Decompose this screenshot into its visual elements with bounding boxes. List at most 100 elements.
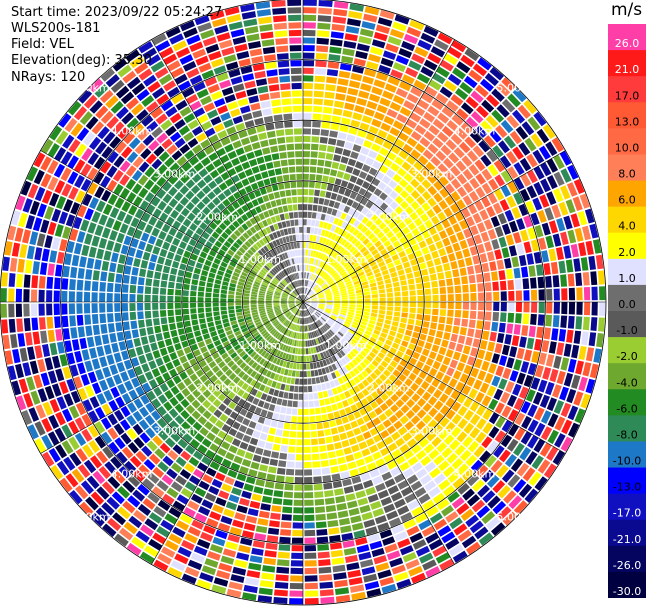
gate-cell (266, 307, 273, 310)
gate-cell (417, 39, 432, 51)
gate-cell (176, 156, 188, 167)
gate-cell (516, 372, 526, 385)
gate-cell (399, 106, 412, 117)
gate-cell (145, 352, 154, 362)
gate-cell (237, 389, 245, 397)
gate-cell (315, 277, 321, 283)
gate-cell (263, 352, 270, 359)
gate-cell (293, 211, 299, 219)
gate-cell (299, 242, 303, 248)
gate-cell (483, 272, 491, 282)
gate-cell (37, 203, 47, 218)
gate-cell (258, 306, 265, 309)
gate-cell (19, 347, 28, 362)
gate-cell (303, 297, 309, 302)
gate-cell (63, 199, 74, 213)
gate-cell (325, 322, 331, 329)
gate-cell (147, 472, 160, 484)
gate-cell (36, 233, 46, 247)
gate-cell (365, 526, 378, 536)
gate-cell (312, 468, 322, 476)
gate-cell (245, 577, 259, 586)
gate-cell (266, 535, 279, 543)
gate-cell (328, 138, 337, 146)
gate-cell (129, 55, 145, 69)
gate-cell (450, 333, 458, 343)
gate-cell (508, 495, 523, 510)
gate-cell (321, 383, 327, 391)
gate-cell (164, 156, 175, 168)
gate-cell (242, 392, 250, 400)
gate-cell (387, 460, 398, 470)
gate-cell (156, 132, 168, 144)
gate-cell (185, 244, 194, 253)
gate-cell (288, 298, 295, 301)
gate-cell (337, 236, 344, 244)
colorbar-bin (608, 493, 646, 521)
gate-cell (498, 270, 506, 281)
gate-cell (476, 222, 486, 233)
gate-cell (530, 277, 537, 289)
gate-cell (144, 179, 155, 191)
gate-cell (270, 420, 278, 428)
gate-cell (340, 239, 347, 246)
gate-cell (357, 298, 363, 302)
gate-cell (153, 559, 169, 572)
gate-cell (243, 310, 251, 315)
gate-cell (157, 164, 168, 175)
gate-cell (324, 255, 329, 262)
gate-cell (163, 205, 173, 215)
gate-cell (419, 333, 427, 341)
gate-cell (177, 269, 185, 277)
gate-cell (255, 478, 265, 487)
gate-cell (134, 365, 143, 376)
gate-cell (91, 382, 102, 395)
gate-cell (407, 278, 415, 285)
gate-cell (307, 265, 311, 272)
gate-cell (349, 246, 356, 253)
gate-cell (384, 257, 393, 265)
gate-cell (167, 295, 174, 302)
gate-cell (349, 3, 364, 12)
gate-cell (56, 251, 65, 264)
gate-cell (249, 134, 259, 143)
gate-cell (258, 302, 265, 305)
gate-cell (232, 385, 241, 394)
gate-cell (272, 232, 278, 239)
gate-cell (170, 67, 185, 79)
gate-cell (208, 50, 222, 61)
gate-cell (481, 360, 490, 372)
gate-cell (372, 298, 379, 302)
gate-cell (291, 323, 295, 330)
gate-cell (147, 81, 161, 93)
gate-cell (532, 391, 543, 405)
gate-cell (266, 353, 273, 361)
gate-cell (221, 314, 228, 320)
gate-cell (336, 245, 343, 252)
gate-cell (303, 211, 308, 218)
gate-cell (73, 216, 83, 230)
gate-cell (299, 371, 303, 378)
gate-cell (312, 266, 317, 273)
gate-cell (560, 185, 571, 200)
gate-cell (117, 126, 130, 140)
gate-cell (242, 255, 249, 262)
gate-cell (254, 318, 261, 324)
gate-cell (360, 277, 368, 283)
gate-cell (276, 333, 282, 340)
gate-cell (54, 224, 64, 237)
gate-cell (125, 178, 136, 191)
gate-cell (274, 291, 281, 295)
gate-cell (161, 138, 173, 150)
gate-cell (303, 242, 306, 248)
gate-cell (213, 339, 222, 347)
gate-cell (244, 120, 255, 129)
gate-cell (425, 161, 436, 172)
gate-cell (113, 374, 123, 385)
gate-cell (207, 109, 219, 119)
gate-cell (330, 347, 336, 354)
gate-cell (589, 223, 599, 239)
gate-cell (160, 119, 173, 131)
gate-cell (253, 343, 260, 350)
gate-cell (189, 100, 202, 111)
